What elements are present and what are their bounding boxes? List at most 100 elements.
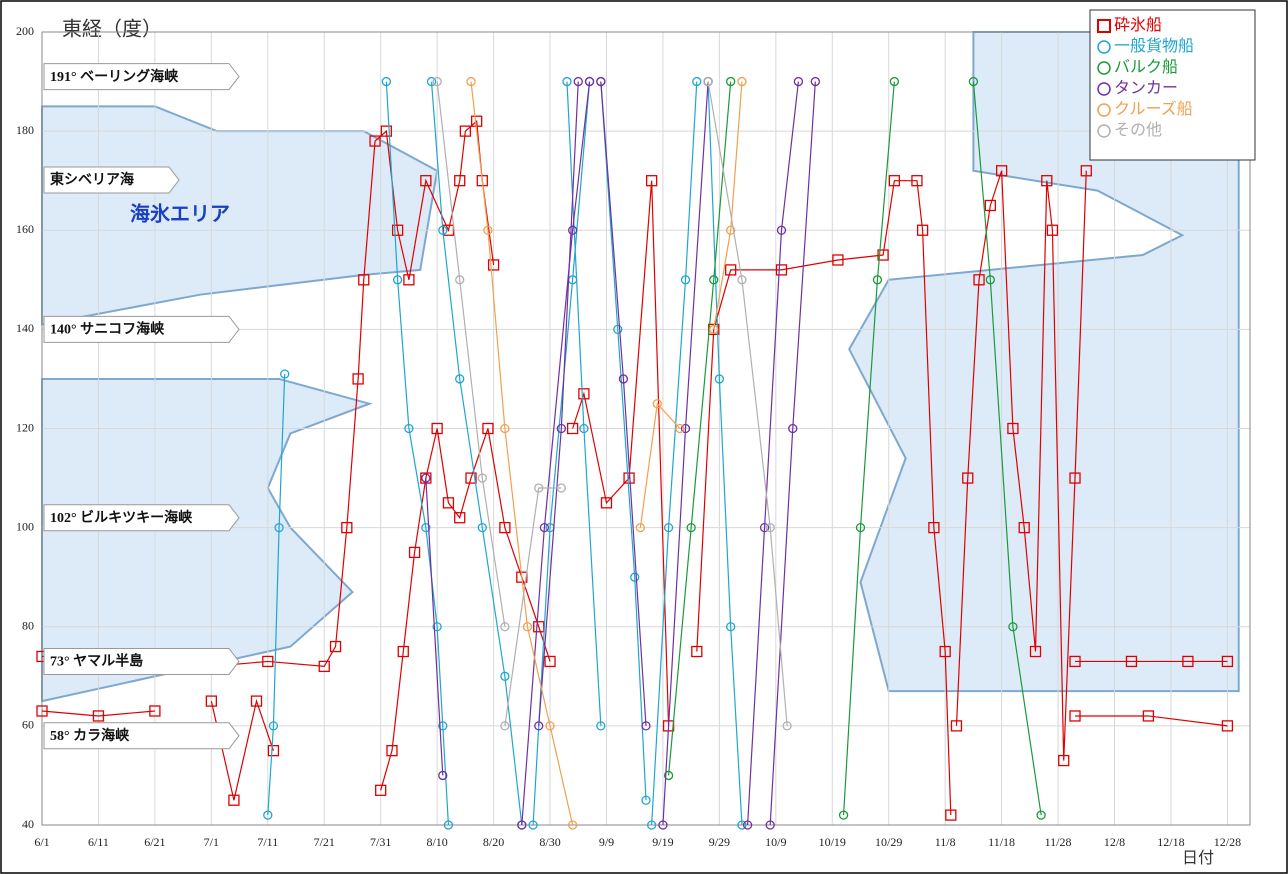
- marker: [500, 423, 510, 434]
- marker: [630, 572, 640, 582]
- series-line: [707, 81, 788, 726]
- marker: [438, 770, 448, 781]
- series-line: [747, 81, 800, 826]
- series: [663, 76, 1046, 820]
- marker: [788, 423, 798, 434]
- marker: [973, 274, 985, 286]
- y-tick-label: 120: [16, 420, 34, 434]
- marker: [369, 135, 381, 147]
- marker: [939, 645, 951, 658]
- marker: [408, 546, 421, 559]
- y-tick-label: 60: [22, 718, 34, 732]
- marker: [872, 275, 883, 285]
- x-tick-label: 6/11: [88, 835, 109, 849]
- legend-label: その他: [1114, 121, 1162, 139]
- marker: [928, 521, 940, 534]
- marker: [500, 671, 510, 681]
- marker: [916, 224, 929, 236]
- marker: [522, 622, 533, 632]
- marker: [539, 522, 550, 533]
- marker: [1036, 810, 1046, 820]
- marker: [567, 820, 578, 830]
- y-tick-label: 160: [16, 222, 34, 236]
- x-tick-label: 8/20: [483, 835, 504, 849]
- marker: [680, 275, 691, 285]
- marker: [386, 745, 398, 757]
- marker: [566, 422, 579, 435]
- legend-label: 一般貨物船: [1114, 37, 1194, 55]
- marker: [562, 76, 572, 87]
- strait-label: 191° ベーリング海峡: [50, 68, 179, 85]
- marker: [250, 695, 263, 707]
- marker: [268, 721, 279, 731]
- series-line: [600, 81, 647, 726]
- marker: [641, 795, 651, 805]
- series: [36, 115, 1234, 821]
- marker: [534, 483, 544, 493]
- marker: [318, 660, 330, 673]
- marker: [500, 721, 510, 731]
- strait-box: [43, 166, 180, 194]
- marker: [726, 76, 736, 87]
- marker: [567, 225, 578, 235]
- marker: [1125, 655, 1138, 668]
- marker: [618, 374, 629, 384]
- marker: [483, 225, 493, 235]
- marker: [680, 423, 691, 434]
- series-line: [696, 180, 952, 816]
- series-line: [532, 81, 591, 826]
- y-tick-label: 40: [22, 817, 34, 831]
- marker: [482, 422, 494, 435]
- marker: [465, 472, 477, 484]
- x-tick-label: 11/8: [935, 835, 956, 849]
- series-line: [842, 81, 895, 816]
- marker: [500, 622, 510, 632]
- series-line: [470, 81, 574, 826]
- marker: [600, 497, 613, 509]
- x-tick-label: 12/28: [1214, 835, 1241, 849]
- marker: [645, 175, 658, 187]
- marker: [692, 76, 702, 87]
- marker: [985, 275, 995, 285]
- x-tick-label: 11/28: [1045, 835, 1072, 849]
- marker: [1221, 720, 1234, 732]
- y-axis-label: 東経（度）: [62, 17, 162, 40]
- series-line: [600, 81, 647, 801]
- series-line: [651, 81, 698, 826]
- marker: [228, 794, 240, 806]
- legend-label: 砕氷船: [1114, 16, 1162, 34]
- marker: [725, 264, 737, 276]
- marker: [358, 274, 370, 286]
- x-tick-label: 9/19: [652, 835, 673, 849]
- marker: [431, 422, 443, 435]
- marker: [759, 522, 770, 533]
- marker: [1018, 521, 1030, 534]
- marker: [726, 622, 736, 632]
- marker: [950, 720, 963, 732]
- marker: [1008, 622, 1018, 632]
- marker: [341, 521, 353, 534]
- legend-marker: [1097, 19, 1111, 33]
- series-line: [430, 81, 523, 826]
- y-tick-label: 100: [16, 519, 34, 533]
- marker: [477, 522, 487, 533]
- series-line: [41, 710, 155, 717]
- legend-marker: [1097, 103, 1111, 117]
- marker: [432, 622, 442, 632]
- x-tick-label: 10/29: [875, 835, 902, 849]
- marker: [454, 175, 466, 187]
- series-line: [972, 81, 1042, 816]
- series-line: [210, 698, 275, 801]
- series-line: [425, 478, 444, 776]
- marker: [578, 388, 590, 400]
- series: [466, 76, 747, 830]
- marker: [1041, 175, 1053, 187]
- legend-marker: [1097, 82, 1111, 96]
- series: [263, 76, 747, 830]
- series: [421, 76, 820, 830]
- series-line: [521, 81, 591, 826]
- marker: [352, 373, 364, 385]
- marker: [911, 175, 923, 187]
- x-tick-label: 9/29: [709, 835, 730, 849]
